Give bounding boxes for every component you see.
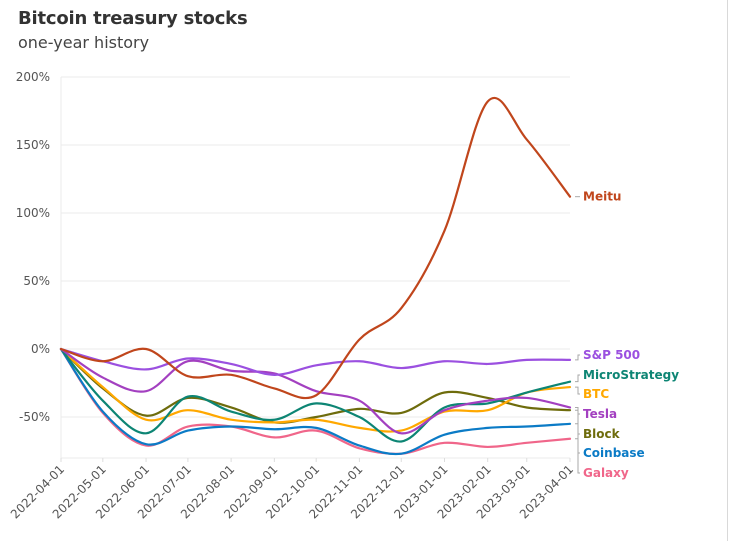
series-line-galaxy xyxy=(59,347,572,456)
y-tick-label: 200% xyxy=(16,70,50,84)
series-line-microstrategy xyxy=(59,347,572,443)
leader-line-btc xyxy=(575,386,580,395)
series-line-meitu xyxy=(59,97,572,400)
chart-subtitle: one-year history xyxy=(18,33,150,52)
series-line-tesla xyxy=(59,347,572,435)
series-label-coinbase: Coinbase xyxy=(583,446,645,460)
series-line-block xyxy=(59,347,572,424)
series-label-s-p-500: S&P 500 xyxy=(583,348,640,362)
y-tick-label: 150% xyxy=(16,138,50,152)
leader-line-block xyxy=(575,409,580,435)
y-tick-label: 50% xyxy=(23,274,50,288)
series-line-coinbase xyxy=(59,347,572,456)
series-labels: Meitu S&P 500 MicroStrategy BTC Tesla Block Co… xyxy=(575,190,679,480)
leader-line-microstrategy xyxy=(575,374,580,383)
y-tick-label: -50% xyxy=(19,410,50,424)
y-axis: -50% 0% 50% 100% 150% 200% xyxy=(16,70,62,458)
series-label-microstrategy: MicroStrategy xyxy=(583,368,679,382)
series-label-meitu: Meitu xyxy=(583,190,621,204)
series-line-s-p-500 xyxy=(59,347,572,376)
series-label-galaxy: Galaxy xyxy=(583,466,629,480)
y-tick-label: 100% xyxy=(16,206,50,220)
y-tick-label: 0% xyxy=(31,342,50,356)
series-label-tesla: Tesla xyxy=(583,407,617,421)
chart-title: Bitcoin treasury stocks xyxy=(18,8,248,29)
series-lines xyxy=(59,97,572,456)
series-line-btc xyxy=(59,347,572,433)
leader-line-s-p-500 xyxy=(575,354,580,361)
series-label-block: Block xyxy=(583,427,621,441)
x-axis: 2022-04-012022-05-012022-06-012022-07-01… xyxy=(8,457,576,521)
series-label-btc: BTC xyxy=(583,387,609,401)
leader-line-galaxy xyxy=(575,438,580,474)
